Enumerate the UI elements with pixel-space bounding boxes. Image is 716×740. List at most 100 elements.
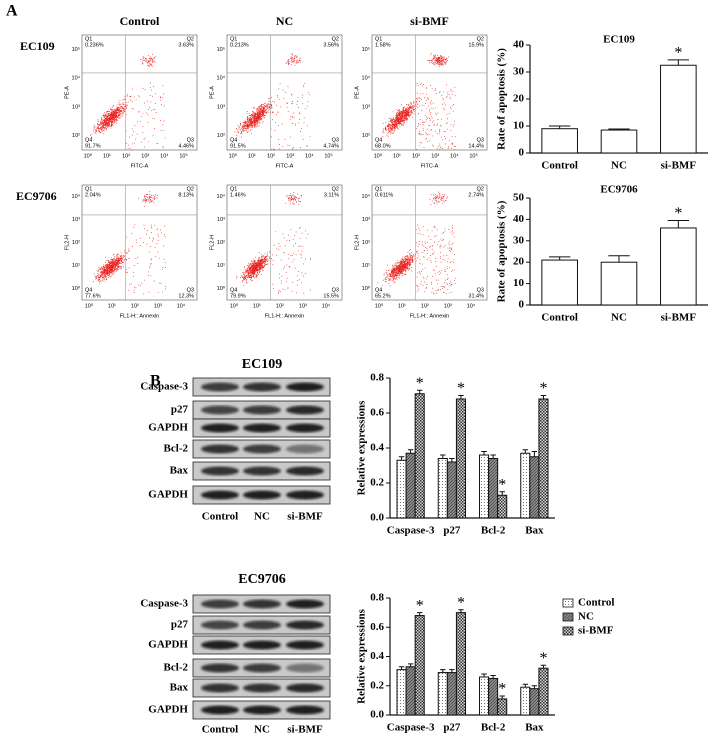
event-dot xyxy=(385,128,386,129)
event-dot xyxy=(450,89,451,90)
event-dot xyxy=(104,122,105,123)
panel-label: A xyxy=(6,3,18,20)
event-dot xyxy=(116,270,117,271)
event-dot xyxy=(246,123,247,124)
event-dot xyxy=(112,122,113,123)
event-dot xyxy=(387,126,388,127)
event-dot xyxy=(154,225,155,226)
event-dot xyxy=(454,146,455,147)
event-dot xyxy=(123,104,124,105)
event-dot xyxy=(427,134,428,135)
event-dot xyxy=(144,103,145,104)
event-dot xyxy=(110,122,111,123)
event-dot xyxy=(108,114,109,115)
event-dot xyxy=(102,129,103,130)
event-dot xyxy=(256,268,257,269)
event-dot xyxy=(292,101,293,102)
event-dot xyxy=(115,116,116,117)
event-dot xyxy=(430,114,431,115)
event-dot xyxy=(134,142,135,143)
event-dot xyxy=(137,134,138,135)
event-dot xyxy=(433,146,434,147)
event-dot xyxy=(111,269,112,270)
event-dot xyxy=(142,132,143,133)
event-dot xyxy=(264,109,265,110)
event-dot xyxy=(97,127,98,128)
flow-y-tick-label: 10³ xyxy=(217,104,225,110)
quadrant-percent: 0.236% xyxy=(85,42,104,48)
event-dot xyxy=(283,233,284,234)
event-dot xyxy=(252,265,253,266)
event-dot xyxy=(264,263,265,264)
event-dot xyxy=(304,83,305,84)
event-dot xyxy=(98,121,99,122)
event-dot xyxy=(309,94,310,95)
event-dot xyxy=(133,272,134,273)
quadrant-percent: 4.46% xyxy=(178,143,194,149)
event-dot xyxy=(439,131,440,132)
event-dot xyxy=(429,140,430,141)
event-dot xyxy=(399,126,400,127)
event-dot xyxy=(133,131,134,132)
event-dot xyxy=(98,271,99,272)
flow-y-tick-label: 10⁴ xyxy=(217,75,226,82)
event-dot xyxy=(436,63,437,64)
flow-y-tick-label: 10³ xyxy=(362,104,370,110)
event-dot xyxy=(292,123,293,124)
event-dot xyxy=(405,271,406,272)
event-dot xyxy=(165,137,166,138)
event-dot xyxy=(121,261,122,262)
event-dot xyxy=(290,137,291,138)
event-dot xyxy=(258,119,259,120)
event-dot xyxy=(286,281,287,282)
event-dot xyxy=(441,64,442,65)
event-dot xyxy=(397,279,398,280)
event-dot xyxy=(246,131,247,132)
event-dot xyxy=(260,106,261,107)
event-dot xyxy=(263,256,264,257)
event-dot xyxy=(123,114,124,115)
event-dot xyxy=(291,62,292,63)
event-dot xyxy=(93,281,94,282)
event-dot xyxy=(302,246,303,247)
event-dot xyxy=(259,270,260,271)
event-dot xyxy=(258,115,259,116)
event-dot xyxy=(268,103,269,104)
event-dot xyxy=(300,238,301,239)
event-dot xyxy=(100,128,101,129)
event-dot xyxy=(261,262,262,263)
event-dot xyxy=(103,277,104,278)
event-dot xyxy=(431,53,432,54)
flow-x-tick-label: 10⁵ xyxy=(469,152,477,159)
event-dot xyxy=(275,231,276,232)
event-dot xyxy=(116,122,117,123)
event-dot xyxy=(116,109,117,110)
event-dot xyxy=(441,56,442,57)
event-dot xyxy=(255,120,256,121)
event-dot xyxy=(287,107,288,108)
event-dot xyxy=(110,261,111,262)
event-dot xyxy=(301,257,302,258)
flow-y-tick-label: 10⁴ xyxy=(72,193,81,200)
event-dot xyxy=(116,255,117,256)
event-dot xyxy=(268,98,269,99)
event-dot xyxy=(121,256,122,257)
event-dot xyxy=(453,111,454,112)
event-dot xyxy=(104,116,105,117)
event-dot xyxy=(105,257,106,258)
event-dot xyxy=(442,98,443,99)
event-dot xyxy=(110,277,111,278)
event-dot xyxy=(434,90,435,91)
flow-x-tick-label: 10² xyxy=(412,153,420,159)
event-dot xyxy=(109,114,110,115)
event-dot xyxy=(429,111,430,112)
event-dot xyxy=(435,88,436,89)
event-dot xyxy=(425,132,426,133)
event-dot xyxy=(386,270,387,271)
event-dot xyxy=(251,122,252,123)
event-dot xyxy=(133,227,134,228)
event-dot xyxy=(447,129,448,130)
event-dot xyxy=(384,275,385,276)
event-dot xyxy=(121,106,122,107)
event-dot xyxy=(271,149,272,150)
